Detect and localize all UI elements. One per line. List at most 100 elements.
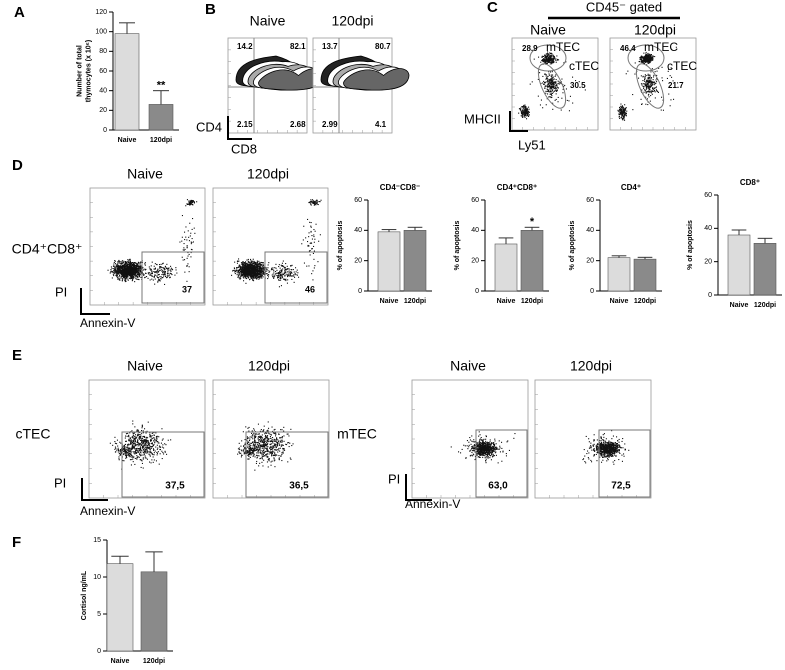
dot bbox=[128, 436, 129, 437]
plot-title: Naive bbox=[127, 166, 163, 182]
dot bbox=[134, 439, 135, 440]
dot bbox=[128, 276, 129, 277]
dot bbox=[149, 434, 150, 435]
chart-title: CD8⁺ bbox=[740, 178, 760, 187]
plot-frame bbox=[213, 380, 329, 498]
dot bbox=[258, 261, 259, 262]
dot bbox=[311, 231, 312, 232]
dot bbox=[653, 89, 654, 90]
dot bbox=[650, 78, 651, 79]
dot bbox=[118, 451, 119, 452]
dot bbox=[140, 277, 141, 278]
dot bbox=[151, 443, 152, 444]
dot bbox=[145, 265, 146, 266]
dot bbox=[254, 266, 255, 267]
dot bbox=[234, 268, 235, 269]
dot bbox=[127, 433, 128, 434]
dot bbox=[187, 245, 188, 246]
dot bbox=[244, 268, 245, 269]
dot bbox=[130, 260, 131, 261]
dot bbox=[192, 201, 193, 202]
dot bbox=[134, 272, 135, 273]
dot bbox=[122, 275, 123, 276]
dot bbox=[268, 270, 269, 271]
dot bbox=[117, 440, 118, 441]
dot bbox=[168, 273, 169, 274]
dot bbox=[118, 456, 119, 457]
quadrant-value: 82.1 bbox=[290, 42, 306, 51]
y-tick-label: 60 bbox=[586, 197, 594, 204]
dot bbox=[133, 270, 134, 271]
dot bbox=[141, 430, 142, 431]
dot bbox=[548, 59, 549, 60]
dot bbox=[131, 455, 132, 456]
dot bbox=[194, 201, 195, 202]
dot bbox=[139, 270, 140, 271]
dot bbox=[549, 79, 550, 80]
dot bbox=[143, 439, 144, 440]
dot bbox=[157, 453, 158, 454]
dot bbox=[318, 204, 319, 205]
dot bbox=[268, 433, 269, 434]
dot bbox=[166, 454, 167, 455]
dot bbox=[140, 268, 141, 269]
dot bbox=[164, 272, 165, 273]
dot bbox=[259, 463, 260, 464]
dot bbox=[159, 280, 160, 281]
dot bbox=[188, 256, 189, 257]
dot bbox=[126, 433, 127, 434]
panel-label: A bbox=[14, 4, 25, 21]
dot bbox=[132, 280, 133, 281]
dot bbox=[269, 453, 270, 454]
dot bbox=[281, 444, 282, 445]
dot bbox=[153, 280, 154, 281]
dot bbox=[134, 281, 135, 282]
dot bbox=[137, 269, 138, 270]
dot bbox=[128, 270, 129, 271]
dot bbox=[646, 85, 647, 86]
dot bbox=[651, 77, 652, 78]
dot bbox=[662, 67, 663, 68]
dot bbox=[621, 113, 622, 114]
dot bbox=[252, 270, 253, 271]
dot bbox=[140, 270, 141, 271]
dot bbox=[258, 447, 259, 448]
dot bbox=[145, 457, 146, 458]
dot bbox=[651, 58, 652, 59]
dot bbox=[134, 426, 135, 427]
dot bbox=[552, 81, 553, 82]
dot bbox=[162, 447, 163, 448]
dot bbox=[244, 267, 245, 268]
dot bbox=[279, 457, 280, 458]
dot bbox=[552, 90, 553, 91]
dot bbox=[150, 279, 151, 280]
dot bbox=[277, 452, 278, 453]
dot bbox=[558, 97, 559, 98]
dot bbox=[154, 439, 155, 440]
dot bbox=[655, 97, 656, 98]
dot bbox=[151, 271, 152, 272]
dot bbox=[157, 445, 158, 446]
dot bbox=[548, 57, 549, 58]
dot bbox=[242, 265, 243, 266]
dot bbox=[259, 268, 260, 269]
dot bbox=[156, 436, 157, 437]
dot bbox=[550, 80, 551, 81]
dot bbox=[145, 273, 146, 274]
dot bbox=[552, 62, 553, 63]
dot bbox=[619, 107, 620, 108]
dot bbox=[142, 440, 143, 441]
dot bbox=[260, 450, 261, 451]
dot bbox=[551, 59, 552, 60]
dot bbox=[553, 84, 554, 85]
dot bbox=[283, 431, 284, 432]
dot bbox=[642, 61, 643, 62]
x-tick-label: Naive bbox=[610, 298, 629, 305]
dot bbox=[114, 273, 115, 274]
dot bbox=[121, 267, 122, 268]
dot bbox=[119, 279, 120, 280]
dot bbox=[648, 77, 649, 78]
dot bbox=[143, 447, 144, 448]
dot bbox=[320, 234, 321, 235]
dot bbox=[308, 246, 309, 247]
